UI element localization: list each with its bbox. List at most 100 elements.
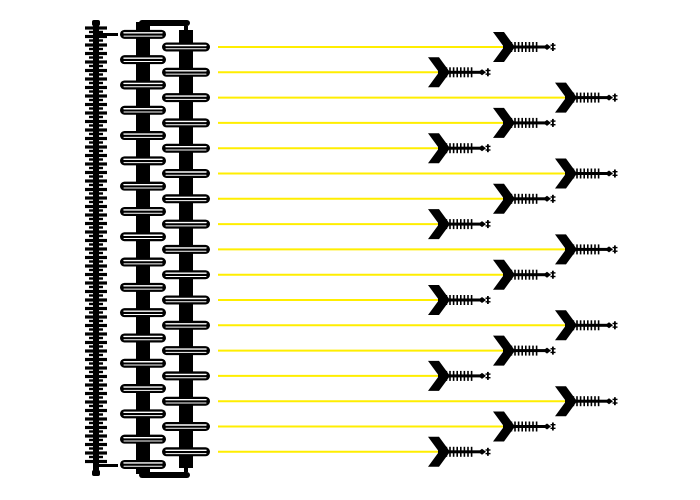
stack-disc: [162, 93, 210, 103]
arrow-tick: [442, 143, 444, 154]
stack-disc: [162, 169, 210, 178]
rail-notch: [89, 379, 103, 382]
arrow-cap: [612, 98, 618, 101]
arrow-tick: [467, 219, 469, 230]
rail-notch: [89, 30, 103, 34]
arrow-tick: [525, 421, 527, 432]
arrow-cap: [550, 120, 556, 122]
arrow-tick: [594, 396, 596, 407]
arrow-tick: [514, 421, 516, 432]
rail-notch: [85, 289, 107, 294]
stack-disc: [162, 346, 210, 356]
arrow-tick: [442, 67, 444, 78]
arrow-nock: [605, 322, 613, 329]
arrow-tick: [442, 219, 444, 230]
arrow-cap: [552, 422, 554, 431]
arrow-tick: [576, 168, 578, 179]
arrow-tick: [525, 269, 527, 280]
arrow-tick: [445, 219, 448, 230]
arrow-cap: [614, 169, 616, 178]
arrow-tick: [517, 193, 520, 204]
arrow-cap: [550, 348, 556, 350]
arrow-tick: [569, 396, 571, 407]
rail-notch: [85, 136, 107, 141]
stack-disc: [162, 118, 210, 128]
rail-notch: [89, 251, 103, 255]
arrow-tick: [521, 345, 523, 356]
rail-notch: [85, 391, 107, 396]
rail-notch: [89, 353, 103, 357]
arrow-tick: [449, 446, 451, 457]
rail-notch: [85, 442, 107, 447]
rail-notch: [89, 243, 103, 246]
arrow-tick: [597, 396, 600, 407]
arrow-cap: [612, 174, 618, 176]
arrow-tick: [460, 295, 462, 305]
stack-disc: [162, 320, 210, 330]
arrow-tick: [507, 269, 509, 280]
insulator-stack-icon: [162, 26, 210, 472]
fletched-arrow-icon: [493, 107, 556, 138]
arrow-cap: [485, 225, 491, 227]
stack-disc: [120, 105, 166, 115]
rail-connector: [96, 33, 118, 36]
arrow-tick: [525, 345, 527, 356]
arrow-tick: [517, 345, 520, 356]
arrow-tick: [514, 117, 516, 128]
arrow-cap: [552, 118, 554, 127]
rail-notch: [89, 115, 103, 119]
arrow-tick: [528, 345, 531, 356]
arrow-cap: [487, 144, 489, 153]
rail-notch: [85, 281, 107, 285]
arrow-cap: [550, 424, 556, 426]
arrow-tick: [590, 244, 593, 255]
stack-spine: [136, 22, 150, 474]
stack-disc: [162, 143, 210, 153]
arrow-tick: [449, 370, 451, 381]
yellow-lines: [218, 46, 567, 453]
rail-notch: [85, 366, 107, 370]
arrow-tick: [456, 370, 458, 381]
arrow-tick: [467, 295, 469, 305]
rail-notch: [85, 26, 107, 30]
arrow-tick: [587, 244, 589, 255]
arrow-cap: [552, 194, 554, 203]
arrow-tick: [594, 320, 596, 331]
stack-disc: [120, 434, 166, 444]
arrow-tick: [583, 320, 585, 331]
rail-tab: [184, 26, 188, 36]
arrow-tick: [470, 219, 473, 230]
arrow-tick: [579, 320, 582, 331]
arrow-cap: [550, 48, 556, 50]
arrow-tick: [460, 446, 462, 457]
arrow-tick: [517, 421, 520, 432]
stack-disc: [162, 396, 210, 406]
arrow-tick: [572, 320, 575, 331]
rail-connector: [96, 464, 118, 467]
rail-notch: [89, 98, 103, 102]
stack-disc: [120, 409, 166, 419]
rail-notch: [89, 430, 103, 433]
rail-notch: [85, 34, 107, 39]
arrow-tick: [514, 193, 516, 204]
rail-notch: [85, 349, 107, 353]
rail-notch: [85, 85, 107, 90]
stack-disc: [162, 422, 210, 431]
rail-notch: [85, 417, 107, 421]
rail-notch: [85, 128, 107, 132]
arrow-tick: [594, 92, 596, 103]
arrow-tick: [449, 219, 451, 230]
arrow-tick: [535, 42, 538, 52]
arrow-tick: [535, 269, 538, 280]
rail-notch: [89, 56, 103, 59]
fletched-arrow-icon: [493, 32, 556, 62]
arrow-tick: [528, 42, 531, 52]
rail-notch: [85, 94, 107, 98]
arrow-tick: [467, 67, 469, 78]
rail-notch: [89, 260, 103, 263]
arrow-cap: [612, 95, 618, 97]
rail-notch: [89, 345, 103, 348]
arrow-cap: [550, 427, 556, 429]
rail-notch: [89, 209, 103, 212]
